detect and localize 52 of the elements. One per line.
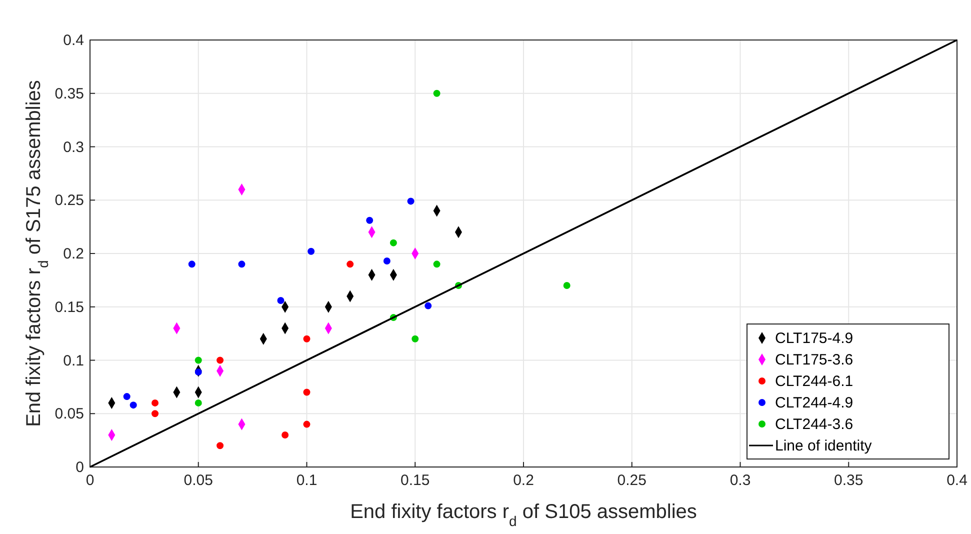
point — [194, 399, 202, 406]
point — [383, 257, 390, 264]
point — [390, 239, 397, 246]
legend-label: CLT175-4.9 — [775, 330, 854, 347]
point — [346, 260, 354, 268]
point — [308, 248, 315, 255]
y-tick-label: 0.35 — [54, 85, 84, 102]
point — [123, 393, 130, 400]
y-tick-label: 0.25 — [54, 192, 84, 210]
point — [407, 198, 414, 205]
point — [563, 282, 570, 290]
point — [433, 90, 440, 97]
y-tick-label: 0.15 — [54, 298, 84, 316]
legend-label: CLT244-3.6 — [775, 416, 854, 433]
y-tick-label: 0.1 — [63, 352, 84, 370]
y-tick-label: 0.3 — [63, 138, 84, 156]
y-tick-label: 0.05 — [54, 406, 84, 423]
legend-label: CLT175-3.6 — [775, 352, 854, 368]
legend-label: Line of identity — [775, 438, 872, 454]
point — [277, 296, 284, 304]
point — [188, 260, 196, 268]
point — [194, 368, 202, 376]
point — [412, 335, 419, 342]
point — [238, 260, 246, 268]
point — [366, 216, 374, 224]
point — [130, 402, 137, 409]
point — [152, 399, 159, 406]
legend-label: CLT244-4.9 — [775, 394, 854, 412]
point — [282, 431, 289, 438]
point — [303, 420, 310, 428]
point — [303, 388, 310, 396]
x-tick-label: 0.15 — [400, 472, 430, 489]
x-tick-label: 0.05 — [184, 472, 213, 489]
x-tick-label: 0.3 — [730, 472, 751, 489]
point — [216, 356, 224, 364]
y-tick-label: 0.2 — [63, 246, 84, 262]
point — [303, 335, 310, 342]
legend-label: CLT244-6.1 — [775, 373, 854, 390]
x-tick-label: 0 — [86, 472, 94, 489]
x-tick-label: 0.4 — [946, 472, 968, 489]
x-tick-label: 0.1 — [296, 472, 318, 489]
x-tick-label: 0.25 — [617, 472, 646, 489]
point — [152, 410, 159, 418]
y-tick-label: 0.4 — [63, 32, 84, 49]
point — [194, 356, 202, 364]
x-tick-label: 0.2 — [513, 472, 534, 489]
point — [433, 260, 440, 268]
x-tick-label: 0.35 — [834, 472, 864, 489]
point — [216, 442, 224, 450]
point — [424, 302, 432, 310]
y-tick-label: 0 — [76, 459, 84, 476]
x-axis-title: End fixity factors r$_{d}$ of S105 assemblies — [350, 501, 697, 529]
